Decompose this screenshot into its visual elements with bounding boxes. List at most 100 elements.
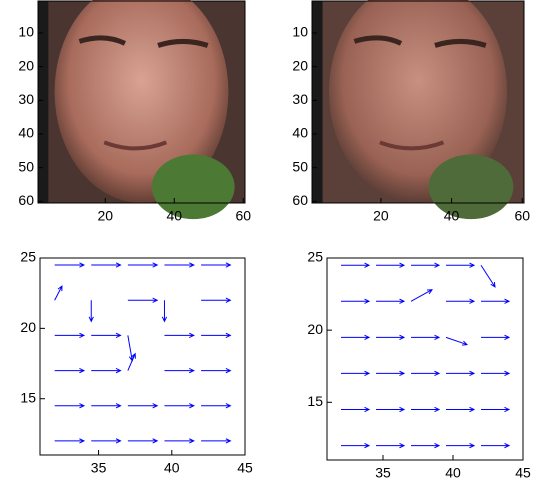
arrow bbox=[91, 262, 122, 268]
axes-box bbox=[37, 0, 246, 204]
arrow bbox=[201, 438, 232, 444]
eyebrows bbox=[78, 35, 209, 48]
arrow bbox=[341, 298, 371, 304]
y-tick-label: 25 bbox=[307, 249, 323, 265]
arrow bbox=[88, 300, 94, 323]
x-tick-label: 40 bbox=[444, 208, 460, 224]
arrow bbox=[54, 403, 86, 409]
arrow bbox=[164, 332, 195, 339]
arrow bbox=[54, 438, 86, 444]
arrow bbox=[446, 262, 476, 268]
y-tick-label: 25 bbox=[20, 249, 36, 265]
arrow bbox=[127, 403, 159, 409]
arrow bbox=[481, 370, 511, 377]
arrow bbox=[411, 334, 441, 340]
y-tick-label: 15 bbox=[20, 389, 36, 405]
y-tick-label: 40 bbox=[292, 125, 308, 141]
axes-box bbox=[326, 257, 524, 461]
arrow bbox=[54, 285, 63, 301]
arrow bbox=[446, 406, 476, 413]
arrow bbox=[410, 289, 434, 302]
arrow bbox=[341, 334, 371, 340]
arrow bbox=[446, 442, 476, 449]
arrow bbox=[411, 442, 441, 449]
x-tick-label: 20 bbox=[373, 208, 389, 224]
y-tick-label: 30 bbox=[18, 91, 34, 107]
arrow bbox=[411, 370, 441, 377]
arrow bbox=[446, 298, 476, 304]
arrow bbox=[127, 297, 159, 303]
arrow bbox=[54, 262, 86, 268]
arrow bbox=[481, 334, 511, 340]
arrow bbox=[376, 334, 406, 340]
face bbox=[54, 0, 229, 203]
green-object bbox=[151, 154, 235, 220]
axes: 35 40 45 15 20 25 bbox=[20, 249, 253, 476]
x-tick-label: 35 bbox=[375, 465, 391, 481]
y-tick-label: 50 bbox=[18, 158, 34, 174]
y-tick-label: 20 bbox=[292, 57, 308, 73]
arrow bbox=[54, 332, 86, 339]
y-tick-label: 10 bbox=[18, 24, 34, 40]
x-tick-label: 40 bbox=[166, 208, 182, 224]
arrow bbox=[341, 262, 371, 268]
arrow bbox=[411, 262, 441, 268]
y-tick-label: 20 bbox=[18, 57, 34, 73]
y-tick-label: 20 bbox=[307, 321, 323, 337]
x-tick-label: 45 bbox=[237, 460, 253, 476]
arrow bbox=[201, 332, 232, 339]
arrow bbox=[411, 406, 441, 413]
y-tick-label: 40 bbox=[18, 125, 34, 141]
y-tick-label: 30 bbox=[292, 91, 308, 107]
x-tick-label: 60 bbox=[514, 208, 530, 224]
mouth bbox=[379, 140, 445, 151]
arrow bbox=[127, 335, 135, 362]
arrow bbox=[54, 367, 86, 374]
arrow bbox=[341, 370, 371, 377]
black-bar bbox=[38, 1, 49, 203]
arrow bbox=[376, 406, 406, 413]
arrow bbox=[446, 370, 476, 377]
black-bar bbox=[312, 1, 323, 203]
x-tick-label: 20 bbox=[97, 208, 113, 224]
arrow bbox=[127, 438, 159, 444]
arrow bbox=[91, 332, 122, 339]
y-tick-label: 50 bbox=[292, 158, 308, 174]
arrow bbox=[201, 262, 232, 268]
arrow bbox=[164, 262, 195, 268]
arrow bbox=[376, 442, 406, 449]
axes-box bbox=[39, 257, 246, 456]
eyebrows bbox=[353, 35, 487, 48]
axes: 35 40 45 15 20 25 bbox=[307, 249, 531, 481]
axes: 20 40 60 10 20 30 40 50 60 bbox=[18, 0, 251, 224]
arrow bbox=[376, 298, 406, 304]
arrow bbox=[481, 406, 511, 413]
arrow bbox=[201, 367, 232, 374]
arrow bbox=[91, 403, 122, 409]
x-tick-label: 40 bbox=[164, 460, 180, 476]
x-tick-label: 35 bbox=[91, 460, 107, 476]
arrow bbox=[376, 262, 406, 268]
arrow bbox=[91, 367, 122, 374]
arrow bbox=[481, 442, 511, 449]
y-tick-label: 60 bbox=[18, 192, 34, 208]
arrow bbox=[164, 403, 195, 409]
x-tick-label: 40 bbox=[445, 465, 461, 481]
arrow bbox=[480, 264, 496, 288]
arrow bbox=[481, 298, 511, 304]
arrow bbox=[164, 438, 195, 444]
x-tick-label: 45 bbox=[515, 465, 531, 481]
axes: 20 40 60 10 20 30 40 50 60 bbox=[292, 0, 530, 224]
arrow bbox=[341, 406, 371, 413]
arrow bbox=[201, 297, 232, 303]
arrow bbox=[91, 438, 122, 444]
arrow bbox=[445, 336, 469, 346]
arrow bbox=[164, 367, 195, 374]
x-tick-label: 60 bbox=[235, 208, 251, 224]
arrow bbox=[376, 370, 406, 377]
arrow bbox=[341, 442, 371, 449]
y-tick-label: 10 bbox=[292, 24, 308, 40]
green-object bbox=[428, 154, 514, 220]
arrow bbox=[127, 262, 159, 268]
arrow bbox=[161, 300, 168, 323]
